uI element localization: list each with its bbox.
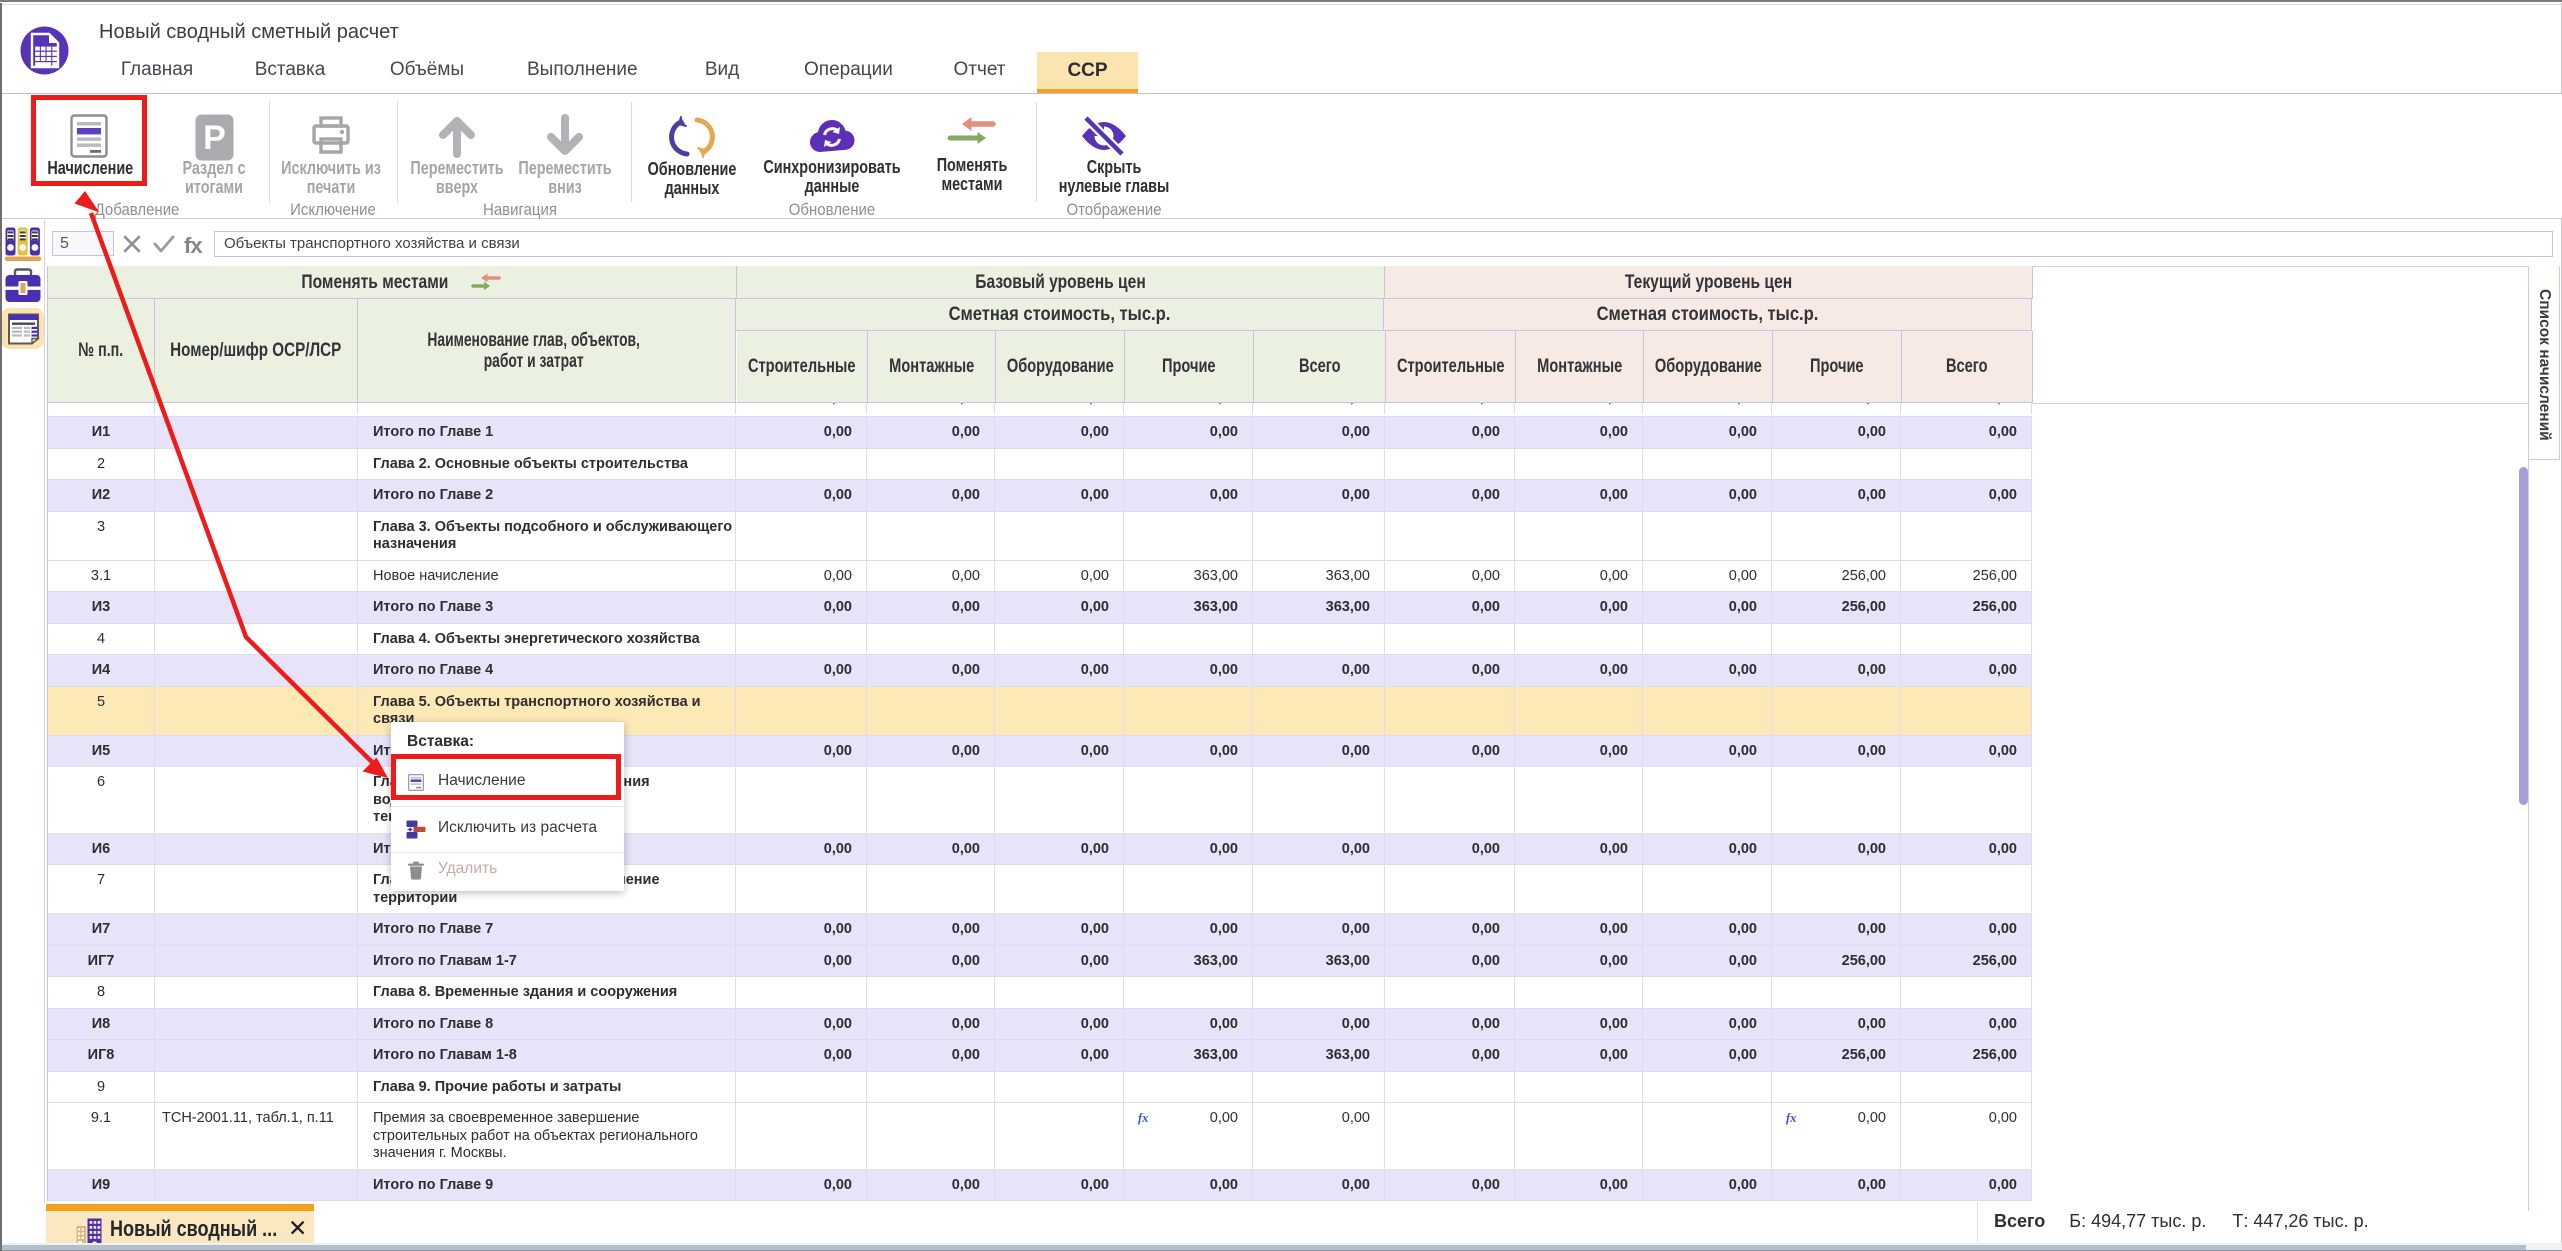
- svg-text:P: P: [203, 119, 226, 157]
